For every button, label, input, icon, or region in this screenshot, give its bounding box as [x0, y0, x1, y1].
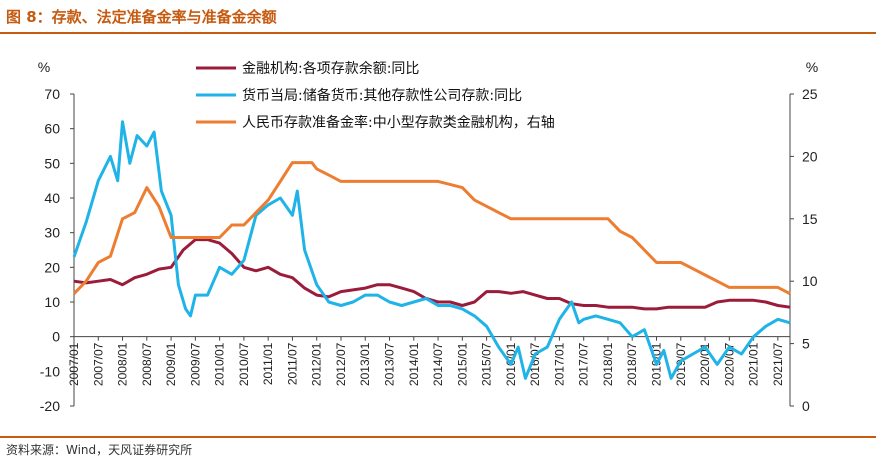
- footer-divider: [0, 436, 876, 438]
- right-tick-label: 15: [802, 211, 818, 227]
- source-note: 资料来源：Wind，天风证券研究所: [6, 443, 193, 457]
- x-tick-label: 2014/01: [407, 342, 421, 386]
- series-line-2: [72, 120, 791, 380]
- x-tick-label: 2019/07: [674, 342, 688, 386]
- x-tick-label: 2010/07: [237, 342, 251, 386]
- left-tick-label: 60: [44, 121, 60, 137]
- x-tick-label: 2021/07: [771, 342, 785, 386]
- x-tick-label: 2017/01: [552, 342, 566, 386]
- left-axis-unit: %: [38, 59, 50, 75]
- left-tick-label: 10: [44, 294, 60, 310]
- x-tick-label: 2012/01: [310, 342, 324, 386]
- left-tick-label: -20: [40, 398, 60, 414]
- x-tick-label: 2017/07: [577, 342, 591, 386]
- x-tick-label: 2021/01: [747, 342, 761, 386]
- right-axis-unit: %: [806, 59, 818, 75]
- x-tick-label: 2007/07: [91, 342, 105, 386]
- x-tick-label: 2008/07: [140, 342, 154, 386]
- x-tick-label: 2008/01: [116, 342, 130, 386]
- x-tick-label: 2018/01: [601, 342, 615, 386]
- left-tick-label: 50: [44, 155, 60, 171]
- x-tick-label: 2010/01: [213, 342, 227, 386]
- x-tick-label: 2018/07: [625, 342, 639, 386]
- plot-area: % % -20 -10 0 10 20 30 40 50 60 70 0 5 10 15 20 25 2007/01…: [38, 59, 818, 414]
- left-tick-label: 0: [52, 329, 60, 345]
- left-tick-label: 30: [44, 225, 60, 241]
- title-divider: [0, 32, 876, 34]
- legend-label-3: 人民币存款准备金率:中小型存款类金融机构，右轴: [242, 114, 555, 131]
- x-tick-label: 2013/01: [358, 342, 372, 386]
- right-tick-label: 20: [802, 148, 818, 164]
- x-tick-label: 2011/07: [285, 342, 299, 385]
- dual-axis-line-chart: % % -20 -10 0 10 20 30 40 50 60 70 0 5 10 15 20 25 2007/01…: [38, 59, 818, 414]
- left-tick-label: 40: [44, 190, 60, 206]
- legend-label-2: 货币当局:储备货币:其他存款性公司存款:同比: [242, 87, 522, 104]
- x-tick-label: 2013/07: [383, 342, 397, 386]
- left-tick-label: -10: [40, 363, 60, 379]
- right-tick-label: 0: [802, 398, 810, 414]
- x-tick-label: 2007/01: [67, 342, 81, 386]
- left-tick-label: 20: [44, 259, 60, 275]
- series-line-1: [73, 238, 791, 311]
- right-tick-label: 5: [802, 336, 810, 352]
- x-tick-label: 2015/01: [455, 342, 469, 386]
- chart-title: 图 8：存款、法定准备金率与准备金余额: [6, 8, 277, 26]
- x-tick-label: 2009/07: [188, 342, 202, 386]
- legend-label-1: 金融机构:各项存款余额:同比: [242, 60, 419, 77]
- x-tick-label: 2009/01: [164, 342, 178, 386]
- x-tick-label: 2014/07: [431, 342, 445, 386]
- left-tick-label: 70: [44, 86, 60, 102]
- right-tick-label: 10: [802, 273, 818, 289]
- x-tick-label: 2011/01: [261, 342, 275, 385]
- x-tick-label: 2015/07: [480, 342, 494, 386]
- right-tick-label: 25: [802, 86, 818, 102]
- x-tick-label: 2012/07: [334, 342, 348, 386]
- series-line-3: [72, 161, 791, 296]
